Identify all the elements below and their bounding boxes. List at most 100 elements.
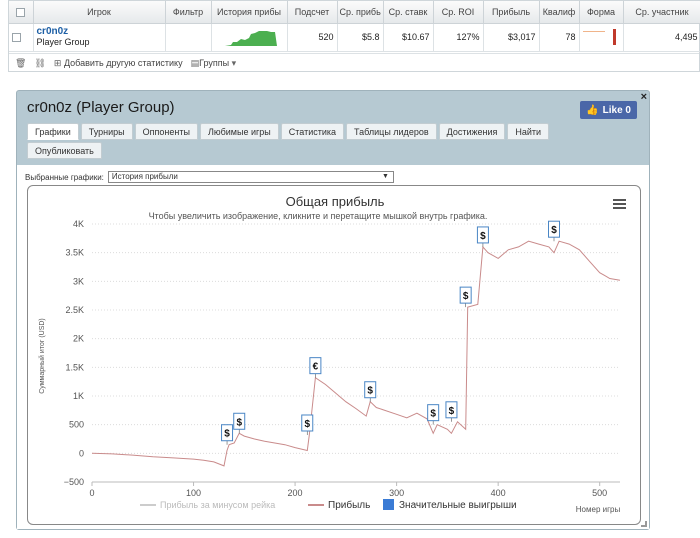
trash-icon[interactable]: 🗑	[15, 58, 27, 68]
x-tick-label: 500	[592, 488, 607, 498]
big-win-flag-label: $	[463, 291, 469, 302]
col-profit-history[interactable]: История прибы	[211, 1, 288, 24]
legend-item-rake[interactable]: Прибыль за минусом рейка	[140, 500, 275, 510]
col-form[interactable]: Форма	[579, 1, 624, 24]
count-value: 520	[287, 23, 338, 52]
col-avg-field[interactable]: Ср. участник	[623, 1, 700, 24]
facebook-like-button[interactable]: 👍 Like 0	[580, 101, 637, 119]
tab-favorite-games[interactable]: Любимые игры	[199, 123, 279, 140]
y-tick-label: 3K	[73, 276, 84, 286]
tab-find[interactable]: Найти	[507, 123, 550, 140]
big-win-flag[interactable]: $	[301, 414, 314, 435]
tab-opponents[interactable]: Оппоненты	[134, 123, 198, 140]
big-win-flag[interactable]: $	[221, 424, 234, 445]
col-avg-profit[interactable]: Ср. прибь	[337, 1, 384, 24]
col-player[interactable]: Игрок	[33, 1, 166, 24]
avg-profit-value: $5.8	[337, 23, 384, 52]
link-icon[interactable]: ⛓	[34, 58, 46, 68]
y-tick-label: 2.5K	[65, 305, 84, 315]
x-tick-label: 300	[389, 488, 404, 498]
big-win-flag-label: $	[367, 386, 373, 397]
itm-value: 78	[539, 23, 580, 52]
y-axis-label: Суммарный итог (USD)	[38, 318, 46, 394]
stats-header-row: Игрок Фильтр История прибы Подсчет Ср. п…	[9, 1, 700, 24]
tab-achievements[interactable]: Достижения	[438, 123, 506, 140]
chart-selector-dropdown[interactable]: История прибыли ▼	[107, 171, 394, 183]
big-win-flag[interactable]: $	[476, 226, 489, 247]
groups-icon: ▤	[190, 58, 200, 68]
col-itm[interactable]: Квалиф	[539, 1, 580, 24]
add-stats-label: Добавить другую статистику	[63, 58, 183, 68]
profit-chart-svg[interactable]: Общая прибыль Чтобы увеличить изображени…	[28, 186, 641, 525]
chart-title: Общая прибыль	[286, 194, 385, 209]
big-win-flag-label: $	[480, 231, 486, 242]
legend-item-big-wins[interactable]: Значительные выигрыши	[383, 499, 517, 511]
groups-button[interactable]: ▤Группы ▾	[191, 58, 237, 69]
col-filter[interactable]: Фильтр	[165, 1, 212, 24]
col-count[interactable]: Подсчет	[287, 1, 338, 24]
y-tick-label: 2K	[73, 334, 84, 344]
legend-label-big-wins: Значительные выигрыши	[399, 500, 517, 511]
profit-sparkline[interactable]	[211, 23, 288, 52]
big-win-flag-label: $	[224, 429, 230, 440]
big-win-flag-label: €	[313, 362, 319, 373]
player-cell: cr0n0z Player Group	[33, 23, 166, 52]
groups-label: Группы	[199, 58, 230, 68]
tab-publish[interactable]: Опубликовать	[27, 142, 102, 159]
form-indicator	[579, 23, 624, 52]
big-win-flag[interactable]: €	[309, 357, 322, 378]
panel-content: Выбранные графики: История прибыли ▼ Общ…	[17, 165, 649, 529]
chart-selector-value: История прибыли	[111, 172, 178, 181]
chart-selector-label: Выбранные графики:	[25, 172, 104, 182]
chevron-down-icon: ▾	[231, 58, 237, 68]
add-stats-button[interactable]: ⊞ Добавить другую статистику	[54, 58, 183, 69]
big-win-flag[interactable]: $	[364, 381, 377, 402]
player-stats-table: Игрок Фильтр История прибы Подсчет Ср. п…	[8, 0, 700, 72]
tab-statistics[interactable]: Статистика	[280, 123, 345, 140]
y-tick-label: 500	[69, 420, 84, 430]
tab-leaderboards[interactable]: Таблицы лидеров	[346, 123, 437, 140]
big-win-flag-label: $	[449, 406, 455, 417]
chart-legend: Прибыль за минусом рейка Прибыль Значите…	[140, 499, 517, 511]
chart-selector-row: Выбранные графики: История прибыли ▼	[25, 171, 394, 183]
row-checkbox[interactable]	[9, 23, 34, 52]
big-win-flag[interactable]: $	[445, 401, 458, 422]
col-profit[interactable]: Прибыль	[483, 1, 540, 24]
x-tick-label: 200	[288, 488, 303, 498]
big-wins-markers: $ $ $ € $ $ $ $ $ $	[221, 220, 560, 445]
chart-subtitle: Чтобы увеличить изображение, кликните и …	[149, 211, 488, 221]
select-all-checkbox[interactable]	[9, 1, 34, 24]
big-win-flag-label: $	[551, 225, 557, 236]
y-tick-label: 1.5K	[65, 362, 84, 372]
col-avg-roi[interactable]: Ср. ROI	[433, 1, 484, 24]
chart-menu-icon[interactable]	[613, 199, 626, 209]
big-win-flag-label: $	[430, 409, 436, 420]
avg-field-value: 4,495	[623, 23, 700, 52]
dropdown-arrow-icon: ▼	[381, 173, 389, 180]
player-group-label: Player Group	[36, 37, 90, 47]
table-row[interactable]: cr0n0z Player Group 520 $5.8 $10.67 127%…	[9, 23, 700, 52]
col-avg-stake[interactable]: Ср. ставк	[383, 1, 434, 24]
big-win-flag[interactable]: $	[459, 286, 472, 308]
profit-chart[interactable]: Общая прибыль Чтобы увеличить изображени…	[27, 185, 641, 525]
resize-handle[interactable]	[641, 521, 647, 527]
profit-value: $3,017	[483, 23, 540, 52]
avg-roi-value: 127%	[433, 23, 484, 52]
big-win-flag[interactable]: $	[427, 404, 440, 425]
big-win-flag[interactable]: $	[233, 412, 246, 434]
legend-label-profit: Прибыль	[328, 499, 370, 511]
tab-charts[interactable]: Графики	[27, 123, 79, 140]
sparkline-area	[216, 31, 277, 46]
legend-item-profit[interactable]: Прибыль	[308, 499, 370, 511]
filter-cell	[165, 23, 212, 52]
add-stats-icon: ⊞	[53, 58, 62, 68]
big-win-flag[interactable]: $	[548, 220, 560, 242]
player-name-link[interactable]: cr0n0z	[36, 26, 69, 37]
x-tick-label: 400	[491, 488, 506, 498]
close-icon[interactable]: ×	[640, 91, 647, 103]
panel-title: cr0n0z (Player Group)	[27, 99, 175, 116]
y-tick-label: 4K	[73, 219, 84, 229]
stats-grid: Игрок Фильтр История прибы Подсчет Ср. п…	[9, 1, 700, 52]
tab-tournaments[interactable]: Турниры	[80, 123, 133, 140]
big-win-flag-label: $	[304, 419, 310, 430]
